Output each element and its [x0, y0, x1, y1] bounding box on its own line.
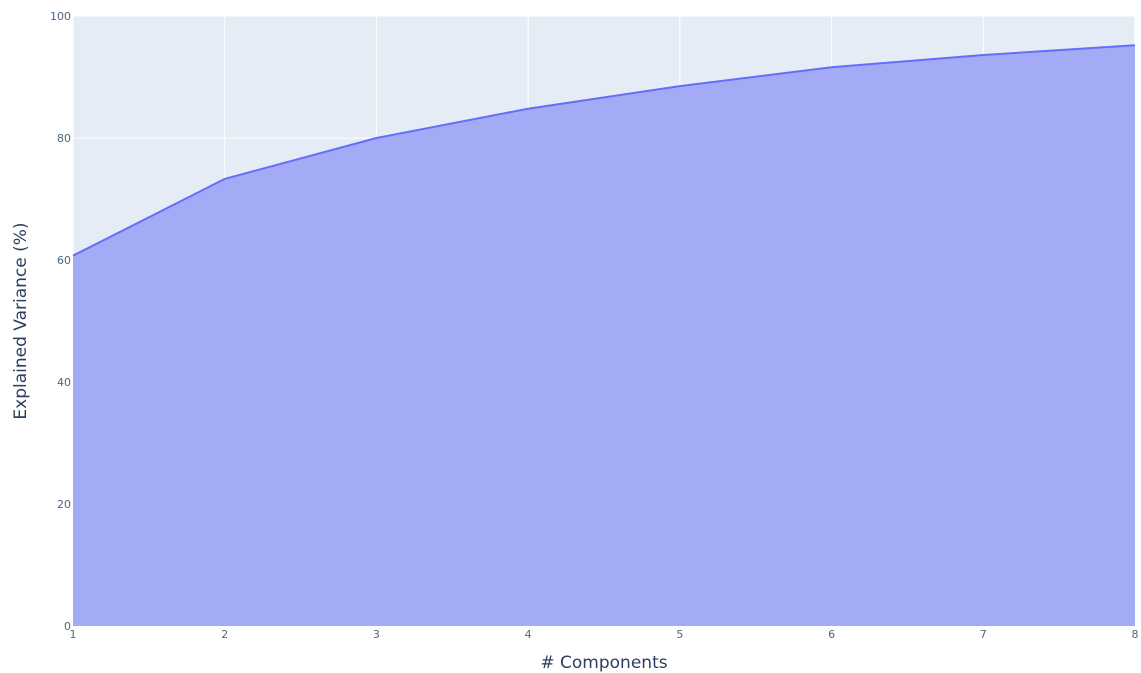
x-axis-title: # Components [540, 653, 667, 673]
x-tick-label: 3 [373, 628, 380, 641]
y-axis-title: Explained Variance (%) [11, 222, 31, 419]
x-tick-label: 1 [70, 628, 77, 641]
y-tick-label: 100 [50, 10, 71, 23]
y-tick-label: 80 [57, 132, 71, 145]
x-tick-label: 6 [828, 628, 835, 641]
y-tick-label: 0 [64, 620, 71, 633]
x-tick-label: 4 [525, 628, 532, 641]
y-tick-label: 40 [57, 376, 71, 389]
x-tick-label: 7 [980, 628, 987, 641]
x-tick-label: 2 [221, 628, 228, 641]
y-tick-label: 60 [57, 254, 71, 267]
x-tick-labels: 1 2 3 4 5 6 7 8 [70, 628, 1139, 641]
area-fill [73, 45, 1135, 627]
y-tick-label: 20 [57, 498, 71, 511]
y-tick-labels: 0 20 40 60 80 100 [50, 10, 71, 633]
x-tick-label: 8 [1132, 628, 1139, 641]
series-line [72, 44, 1136, 257]
x-tick-label: 5 [676, 628, 683, 641]
